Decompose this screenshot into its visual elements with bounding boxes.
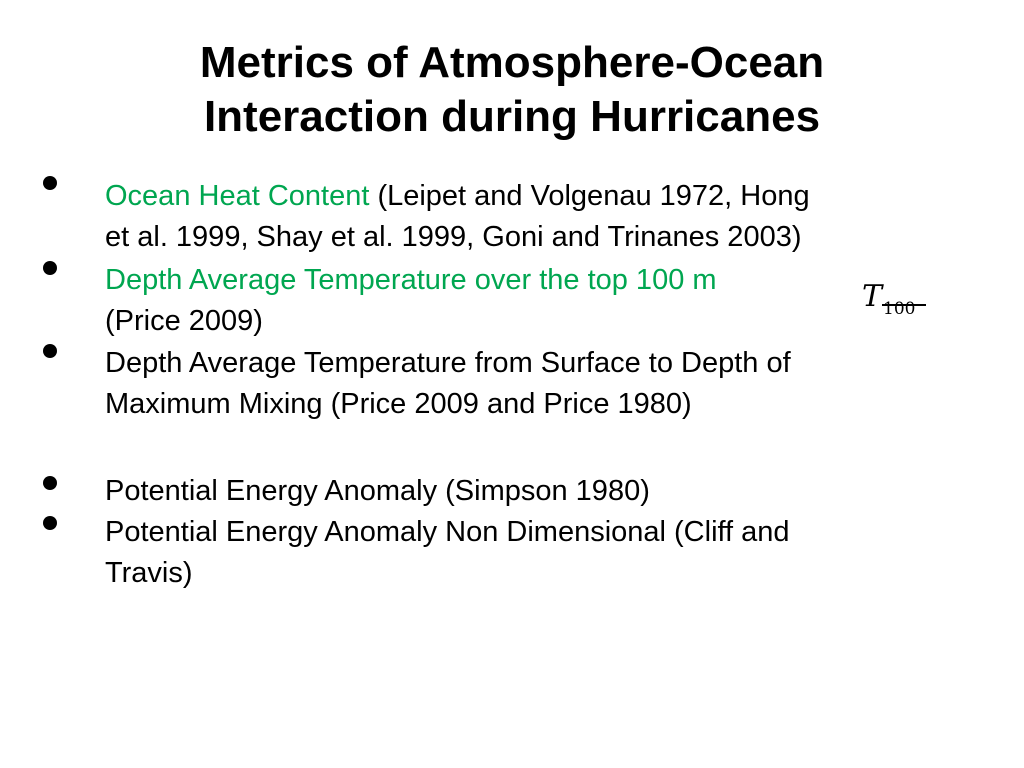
bullet-highlight: Depth Average Temperature over the top 1… (105, 264, 717, 296)
bullet-highlight: Ocean Heat Content (105, 180, 370, 212)
bullet-line-2: Travis) (105, 557, 193, 589)
formula-symbol: T (862, 279, 883, 314)
bullet-text: Depth Average Temperature from Surface t… (105, 343, 975, 425)
bullet-citation: (Price 2009) (105, 305, 263, 337)
bullet-dot-icon (43, 261, 57, 275)
formula-subscript: 100 (883, 299, 916, 319)
bullet-text: Potential Energy Anomaly Non Dimensional… (105, 512, 975, 594)
bullet-line-1: Potential Energy Anomaly Non Dimensional… (105, 516, 790, 548)
slide-title-line-2: Interaction during Hurricanes (203, 92, 821, 141)
bullet-dot-icon (43, 476, 57, 490)
formula-overline (882, 304, 926, 306)
t100-formula: T100 (862, 279, 926, 319)
bullet-line-2: Maximum Mixing (Price 2009 and Price 198… (105, 388, 692, 420)
bullet-line-1: Potential Energy Anomaly (Simpson 1980) (105, 475, 650, 507)
bullet-dot-icon (43, 516, 57, 530)
bullet-citation: (Leipet and Volgenau 1972, Hong (369, 180, 810, 212)
bullet-line-1: Depth Average Temperature from Surface t… (105, 347, 791, 379)
bullet-text: Potential Energy Anomaly (Simpson 1980) (105, 471, 975, 512)
bullet-text: Depth Average Temperature over the top 1… (105, 260, 975, 342)
bullet-text: Ocean Heat Content (Leipet and Volgenau … (105, 176, 975, 258)
bullet-citation-cont: et al. 1999, Shay et al. 1999, Goni and … (105, 221, 802, 253)
bullet-dot-icon (43, 344, 57, 358)
bullet-dot-icon (43, 176, 57, 190)
slide-title-line-1: Metrics of Atmosphere-Ocean (199, 38, 825, 87)
slide-title: Metrics of Atmosphere-Ocean Interaction … (0, 36, 1024, 144)
